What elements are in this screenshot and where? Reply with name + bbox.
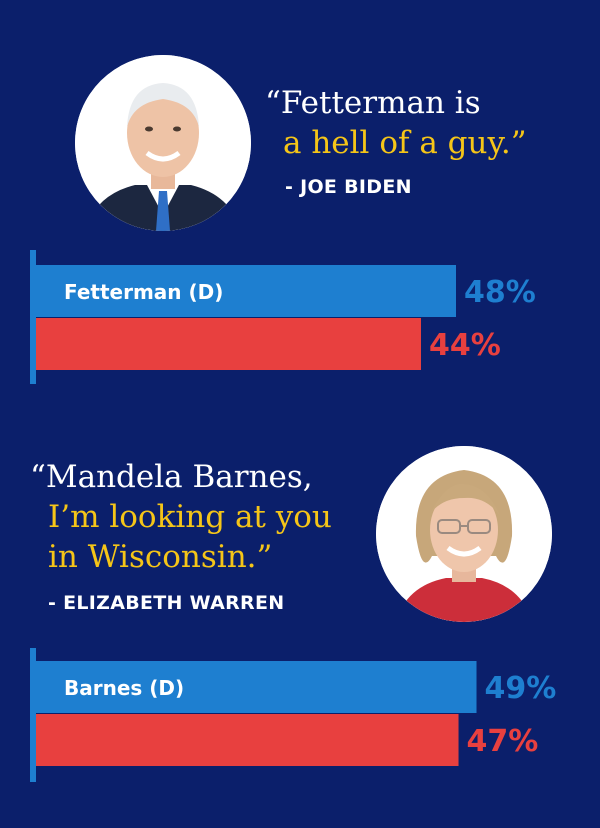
fetterman-axis [30, 250, 36, 384]
fetterman-dem-value: 48% [464, 275, 536, 310]
fetterman-rep-value: 44% [429, 328, 501, 363]
barnes-dem-bar [36, 661, 477, 713]
barnes-rep-value: 47% [467, 724, 539, 759]
biden-attribution: - JOE BIDEN [285, 176, 412, 198]
barnes-dem-value: 49% [485, 671, 557, 706]
fetterman-rep-bar [36, 318, 421, 370]
barnes-rep-bar [36, 714, 459, 766]
fetterman-dem-bar [36, 265, 456, 317]
fetterman-chart: Fetterman (D) 48% 44% [30, 250, 536, 384]
biden-quote-line2: a hell of a guy.” [283, 125, 527, 161]
barnes-axis [30, 648, 36, 782]
barnes-chart: Barnes (D) 49% 47% [30, 648, 557, 782]
warren-attribution: - ELIZABETH WARREN [48, 592, 285, 614]
biden-quote-line1: “Fetterman is [265, 85, 481, 121]
warren-photo [376, 446, 552, 622]
biden-photo [75, 55, 251, 231]
warren-quote: “Mandela Barnes, I’m looking at you in W… [30, 457, 332, 577]
barnes-dem-bar-label: Barnes (D) [64, 676, 184, 700]
biden-quote: “Fetterman is a hell of a guy.” [265, 83, 527, 163]
warren-quote-line1: “Mandela Barnes, [30, 459, 313, 495]
warren-quote-line2: I’m looking at you [48, 499, 332, 535]
warren-quote-line3: in Wisconsin.” [48, 539, 273, 575]
fetterman-dem-bar-label: Fetterman (D) [64, 280, 223, 304]
